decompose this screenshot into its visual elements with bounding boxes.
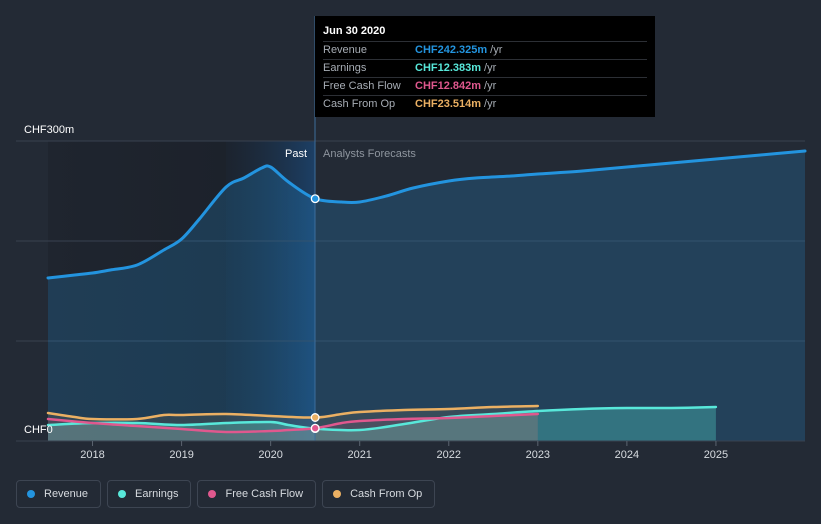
tooltip-row-label: Cash From Op	[323, 98, 396, 110]
tooltip-row-revenue: Revenue CHF242.325m /yr	[323, 41, 647, 59]
legend: Revenue Earnings Free Cash Flow Cash Fro…	[16, 480, 436, 508]
tooltip-row-unit: /yr	[484, 62, 497, 74]
x-tick-label: 2019	[169, 449, 193, 461]
tooltip-row-cash-from-op: Cash From Op CHF23.514m /yr	[323, 95, 647, 113]
legend-label: Earnings	[135, 488, 179, 500]
legend-label: Cash From Op	[350, 488, 423, 500]
legend-dot-icon	[27, 490, 35, 498]
legend-dot-icon	[208, 490, 217, 498]
x-tick-label: 2018	[80, 449, 104, 461]
tooltip-row-unit: /yr	[490, 44, 503, 56]
area-cash-from-op	[48, 406, 538, 441]
zone-forecast-label: Analysts Forecasts	[323, 148, 416, 160]
tooltip-date: Jun 30 2020	[323, 25, 386, 37]
legend-dot-icon	[118, 490, 127, 498]
tooltip-row-value: CHF12.383m	[415, 62, 482, 74]
area-revenue	[48, 151, 805, 441]
tooltip-row-free-cash-flow: Free Cash Flow CHF12.842m /yr	[323, 77, 647, 95]
x-tick-label: 2024	[615, 449, 639, 461]
legend-item-revenue[interactable]: Revenue	[16, 480, 102, 508]
legend-label: Revenue	[44, 488, 89, 500]
line-cash-from-op	[46, 404, 540, 421]
legend-item-free-cash-flow[interactable]: Free Cash Flow	[197, 480, 317, 508]
marker-free-cash-flow	[310, 423, 320, 433]
zone-past-label: Past	[285, 148, 307, 160]
marker-cash-from-op	[310, 413, 320, 422]
line-free-cash-flow	[46, 412, 540, 434]
x-tick-label: 2021	[347, 449, 371, 461]
legend-label: Free Cash Flow	[225, 488, 304, 500]
tooltip-row-value: CHF12.842m	[415, 80, 482, 92]
x-tick-label: 2025	[704, 449, 728, 461]
tooltip-row-value: CHF242.325m	[415, 44, 488, 56]
tooltip-row-label: Earnings	[323, 62, 367, 74]
tooltip-row-value: CHF23.514m	[415, 98, 482, 110]
y-axis-bottom-label: CHF0	[24, 424, 53, 436]
marker-revenue	[310, 194, 320, 204]
line-revenue	[46, 149, 807, 280]
legend-item-cash-from-op[interactable]: Cash From Op	[322, 480, 436, 508]
tooltip-row-unit: /yr	[484, 98, 497, 110]
tooltip-row-unit: /yr	[484, 80, 497, 92]
tooltip-row-label: Free Cash Flow	[323, 80, 401, 92]
x-tick-label: 2022	[437, 449, 461, 461]
y-axis-top-label: CHF300m	[24, 124, 74, 136]
tooltip-row-earnings: Earnings CHF12.383m /yr	[323, 59, 647, 77]
legend-item-earnings[interactable]: Earnings	[107, 480, 192, 508]
tooltip: Jun 30 2020 Revenue CHF242.325m /yr Earn…	[315, 16, 655, 117]
x-tick-label: 2020	[258, 449, 282, 461]
x-tick-label: 2023	[526, 449, 550, 461]
area-free-cash-flow	[48, 414, 538, 441]
line-earnings	[46, 405, 718, 432]
legend-dot-icon	[333, 490, 342, 498]
tooltip-row-label: Revenue	[323, 44, 368, 56]
